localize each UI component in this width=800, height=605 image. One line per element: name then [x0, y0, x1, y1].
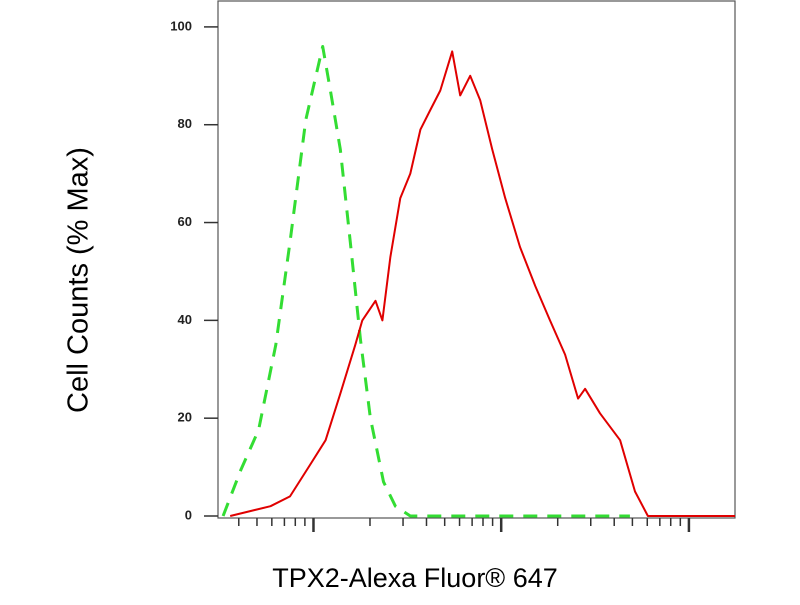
y-tick-label: 80 — [178, 116, 192, 131]
plot-frame — [217, 0, 736, 519]
y-tick-label: 60 — [178, 214, 192, 229]
series-line — [221, 45, 630, 518]
y-tick-label: 40 — [178, 312, 192, 327]
y-tick-label: 0 — [185, 507, 192, 522]
x-axis-label: TPX2-Alexa Fluor® 647 — [272, 563, 558, 593]
y-tick-label: 20 — [178, 410, 192, 425]
series-line — [229, 50, 735, 517]
y-axis-label: Cell Counts (% Max) — [63, 147, 95, 413]
y-tick-label: 100 — [170, 18, 192, 33]
